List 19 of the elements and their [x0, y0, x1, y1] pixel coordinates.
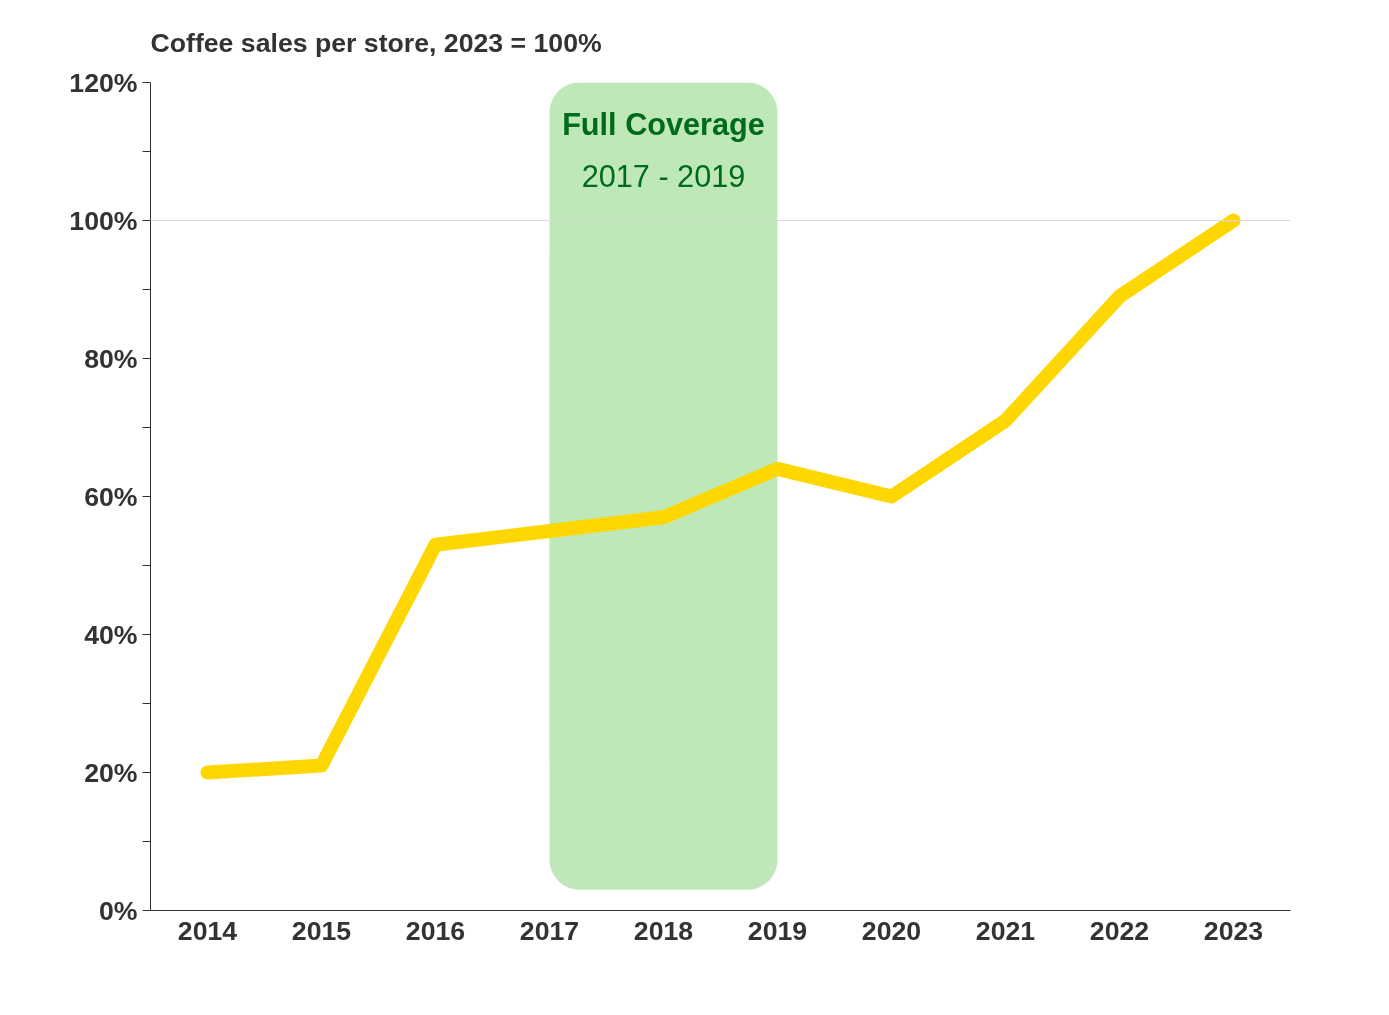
x-tick-label: 2020 [861, 915, 922, 946]
x-tick-label: 2017 [519, 915, 580, 946]
x-tick-label: 2016 [405, 915, 466, 946]
y-tick-label: 0% [98, 895, 138, 926]
y-tick-label: 100% [69, 205, 138, 236]
band-label: Full Coverage 2017 - 2019 [562, 106, 765, 193]
chart-title: Coffee sales per store, 2023 = 100% [150, 27, 602, 58]
x-tick-label: 2022 [1089, 915, 1150, 946]
y-tick-label: 20% [84, 757, 138, 788]
x-tick-label: 2014 [177, 915, 238, 946]
y-tick-label: 40% [84, 619, 138, 650]
y-tick-label: 60% [84, 481, 138, 512]
x-tick-label: 2015 [291, 915, 352, 946]
x-tick-label: 2019 [747, 915, 808, 946]
x-tick-label: 2018 [633, 915, 694, 946]
x-tick-label: 2023 [1203, 915, 1264, 946]
y-tick-label: 120% [69, 67, 138, 98]
x-tick-label: 2021 [975, 915, 1036, 946]
y-tick-label: 80% [84, 343, 138, 374]
